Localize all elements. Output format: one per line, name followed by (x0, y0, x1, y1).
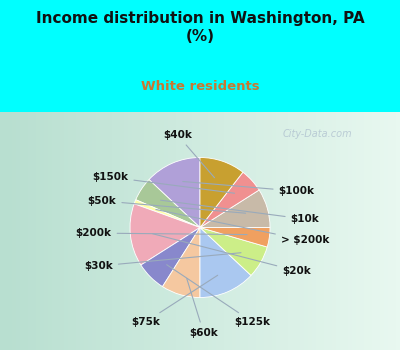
Text: Income distribution in Washington, PA
(%): Income distribution in Washington, PA (%… (36, 10, 364, 44)
Text: $20k: $20k (152, 234, 311, 276)
Wedge shape (141, 228, 200, 287)
Text: $10k: $10k (161, 200, 319, 224)
Text: $200k: $200k (76, 228, 247, 238)
Wedge shape (130, 204, 200, 265)
Wedge shape (200, 228, 267, 275)
Text: $40k: $40k (163, 130, 214, 178)
Wedge shape (200, 172, 259, 228)
Wedge shape (200, 228, 251, 298)
Text: White residents: White residents (141, 80, 259, 93)
Text: $30k: $30k (84, 253, 241, 271)
Wedge shape (149, 158, 200, 228)
Text: $60k: $60k (187, 279, 218, 337)
Text: $75k: $75k (131, 275, 218, 327)
Wedge shape (200, 190, 270, 228)
Wedge shape (200, 228, 270, 247)
Wedge shape (134, 200, 200, 228)
Text: $150k: $150k (92, 172, 234, 193)
Wedge shape (136, 180, 200, 228)
Text: City-Data.com: City-Data.com (282, 129, 352, 139)
Wedge shape (162, 228, 200, 298)
Text: $100k: $100k (183, 182, 315, 196)
Wedge shape (200, 158, 243, 228)
Text: $125k: $125k (167, 265, 270, 327)
Text: $50k: $50k (88, 196, 246, 213)
Text: > $200k: > $200k (156, 210, 329, 245)
